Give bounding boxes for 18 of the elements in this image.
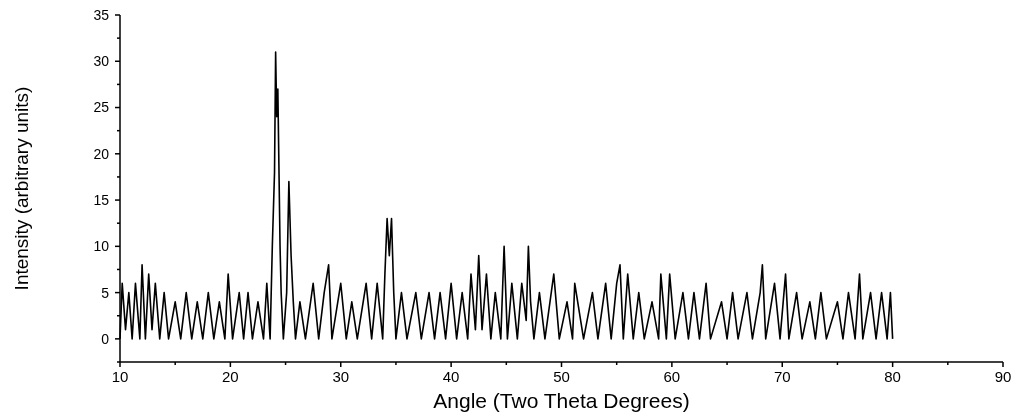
x-tick-label: 40 (442, 368, 460, 385)
x-tick-label: 60 (663, 368, 681, 385)
y-tick-label: 35 (93, 6, 110, 23)
y-tick-label: 5 (101, 284, 110, 301)
x-tick-label: 80 (884, 368, 901, 385)
x-tick-label: 90 (994, 368, 1012, 385)
y-axis-title: Intensity (arbitrary units) (11, 86, 32, 291)
y-tick-label: 30 (93, 53, 110, 70)
x-tick-label: 20 (222, 368, 239, 385)
y-tick-label: 15 (93, 191, 110, 208)
y-tick-label: 10 (93, 238, 110, 255)
x-tick-label: 70 (773, 368, 791, 385)
x-tick-label: 30 (332, 368, 350, 385)
y-tick-label: 25 (93, 99, 110, 116)
x-tick-label: 50 (553, 368, 570, 385)
y-tick-label: 20 (93, 145, 110, 162)
y-tick-label: 0 (101, 330, 110, 347)
x-axis-title: Angle (Two Theta Degrees) (433, 389, 690, 412)
